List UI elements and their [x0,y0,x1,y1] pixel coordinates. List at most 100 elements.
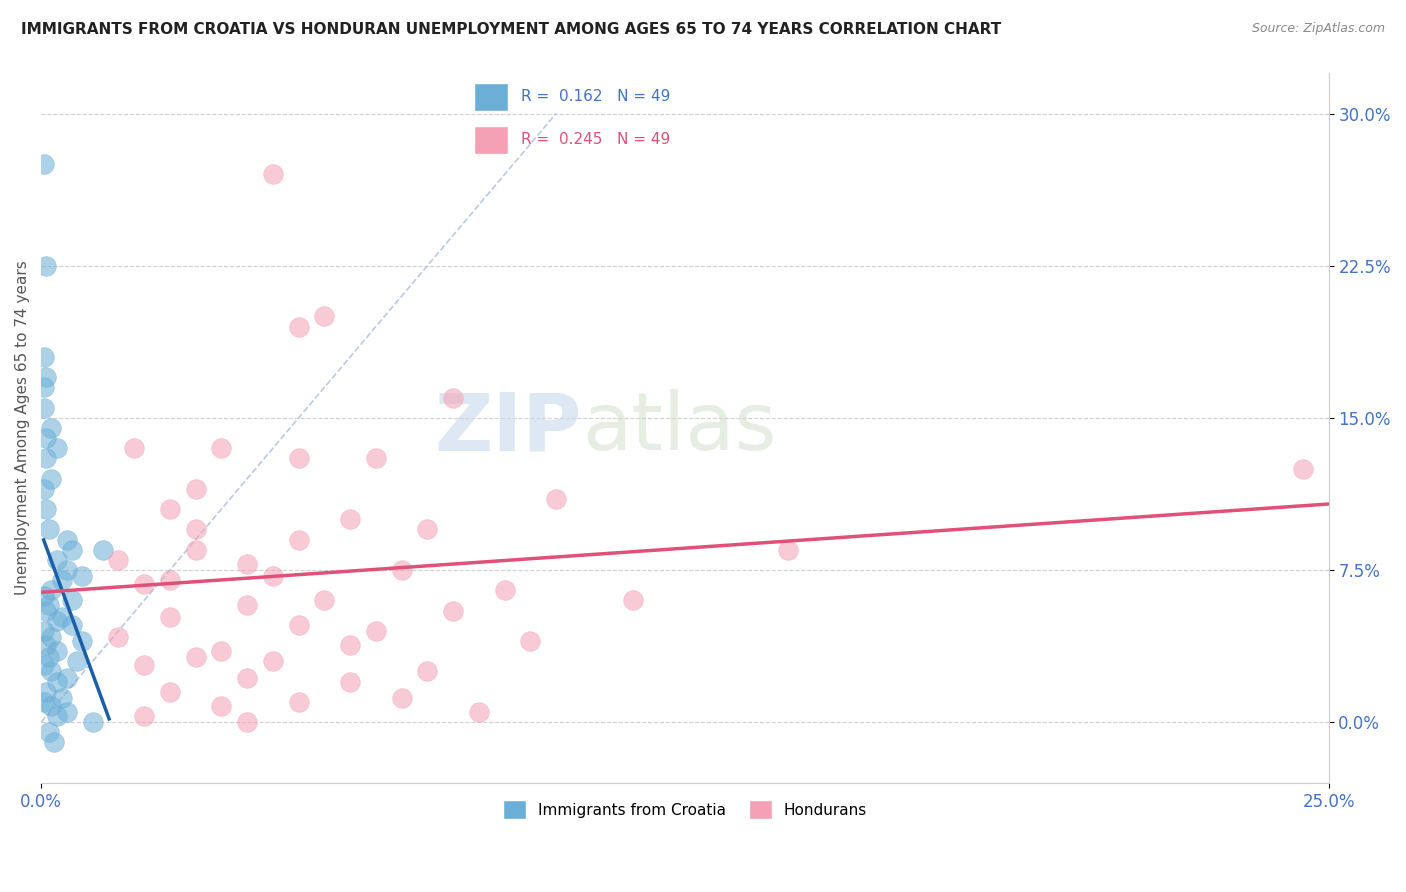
Point [35,451,58,466]
Point [38,523,60,537]
Point [287,533,309,547]
Point [159,573,181,587]
Point [45,553,67,567]
Point [184,650,207,665]
Point [32,658,55,673]
Point [35,685,58,699]
Point [159,502,181,516]
Text: atlas: atlas [582,389,776,467]
Point [122,442,145,456]
Point [60,593,83,607]
Point [32,695,55,709]
Point [41,665,63,679]
Point [519,634,541,648]
Point [1292,461,1315,475]
Point [91,542,114,557]
Point [35,259,58,273]
Point [107,630,129,644]
Point [35,431,58,445]
Point [339,638,361,652]
Point [45,709,67,723]
Point [391,563,413,577]
Point [41,630,63,644]
Point [494,583,516,598]
Point [287,695,309,709]
Point [41,472,63,486]
Point [287,451,309,466]
Point [32,350,55,364]
Text: IMMIGRANTS FROM CROATIA VS HONDURAN UNEMPLOYMENT AMONG AGES 65 TO 74 YEARS CORRE: IMMIGRANTS FROM CROATIA VS HONDURAN UNEM… [21,22,1001,37]
Point [32,590,55,604]
Point [35,370,58,384]
Point [416,665,439,679]
Point [287,617,309,632]
Point [38,598,60,612]
Point [32,157,55,171]
Point [38,650,60,665]
Point [56,671,79,685]
Point [236,557,259,571]
Point [56,563,79,577]
Point [132,658,155,673]
Point [209,644,232,658]
Point [209,442,232,456]
Point [262,654,284,668]
Point [159,685,181,699]
FancyBboxPatch shape [474,126,508,153]
Point [314,593,336,607]
Point [107,553,129,567]
Point [339,512,361,526]
Point [621,593,644,607]
Point [184,542,207,557]
Point [32,380,55,394]
Point [391,690,413,705]
Point [209,698,232,713]
Point [416,523,439,537]
Point [66,654,89,668]
Point [60,542,83,557]
Point [132,709,155,723]
Legend: Immigrants from Croatia, Hondurans: Immigrants from Croatia, Hondurans [496,794,873,825]
Point [236,715,259,730]
Point [72,569,94,583]
Point [56,533,79,547]
Point [35,502,58,516]
Point [41,583,63,598]
Point [339,674,361,689]
Point [364,624,387,638]
Point [236,671,259,685]
Point [262,168,284,182]
Point [184,523,207,537]
Point [32,482,55,496]
Point [364,451,387,466]
Point [42,735,65,749]
Point [82,715,104,730]
Text: R =  0.162   N = 49: R = 0.162 N = 49 [522,89,671,104]
Point [38,725,60,739]
Point [41,421,63,435]
Point [45,674,67,689]
Point [45,614,67,628]
Point [441,391,464,405]
Point [441,604,464,618]
Text: Source: ZipAtlas.com: Source: ZipAtlas.com [1251,22,1385,36]
FancyBboxPatch shape [474,83,508,111]
Point [314,310,336,324]
Point [51,690,73,705]
Point [776,542,799,557]
Text: ZIP: ZIP [434,389,582,467]
Point [51,573,73,587]
Point [41,698,63,713]
Y-axis label: Unemployment Among Ages 65 to 74 years: Unemployment Among Ages 65 to 74 years [15,260,30,595]
Point [236,598,259,612]
Point [51,609,73,624]
Point [132,577,155,591]
Point [35,638,58,652]
Point [60,617,83,632]
Point [468,705,491,719]
Point [184,482,207,496]
Point [45,644,67,658]
Point [546,491,568,506]
Point [72,634,94,648]
Point [159,609,181,624]
